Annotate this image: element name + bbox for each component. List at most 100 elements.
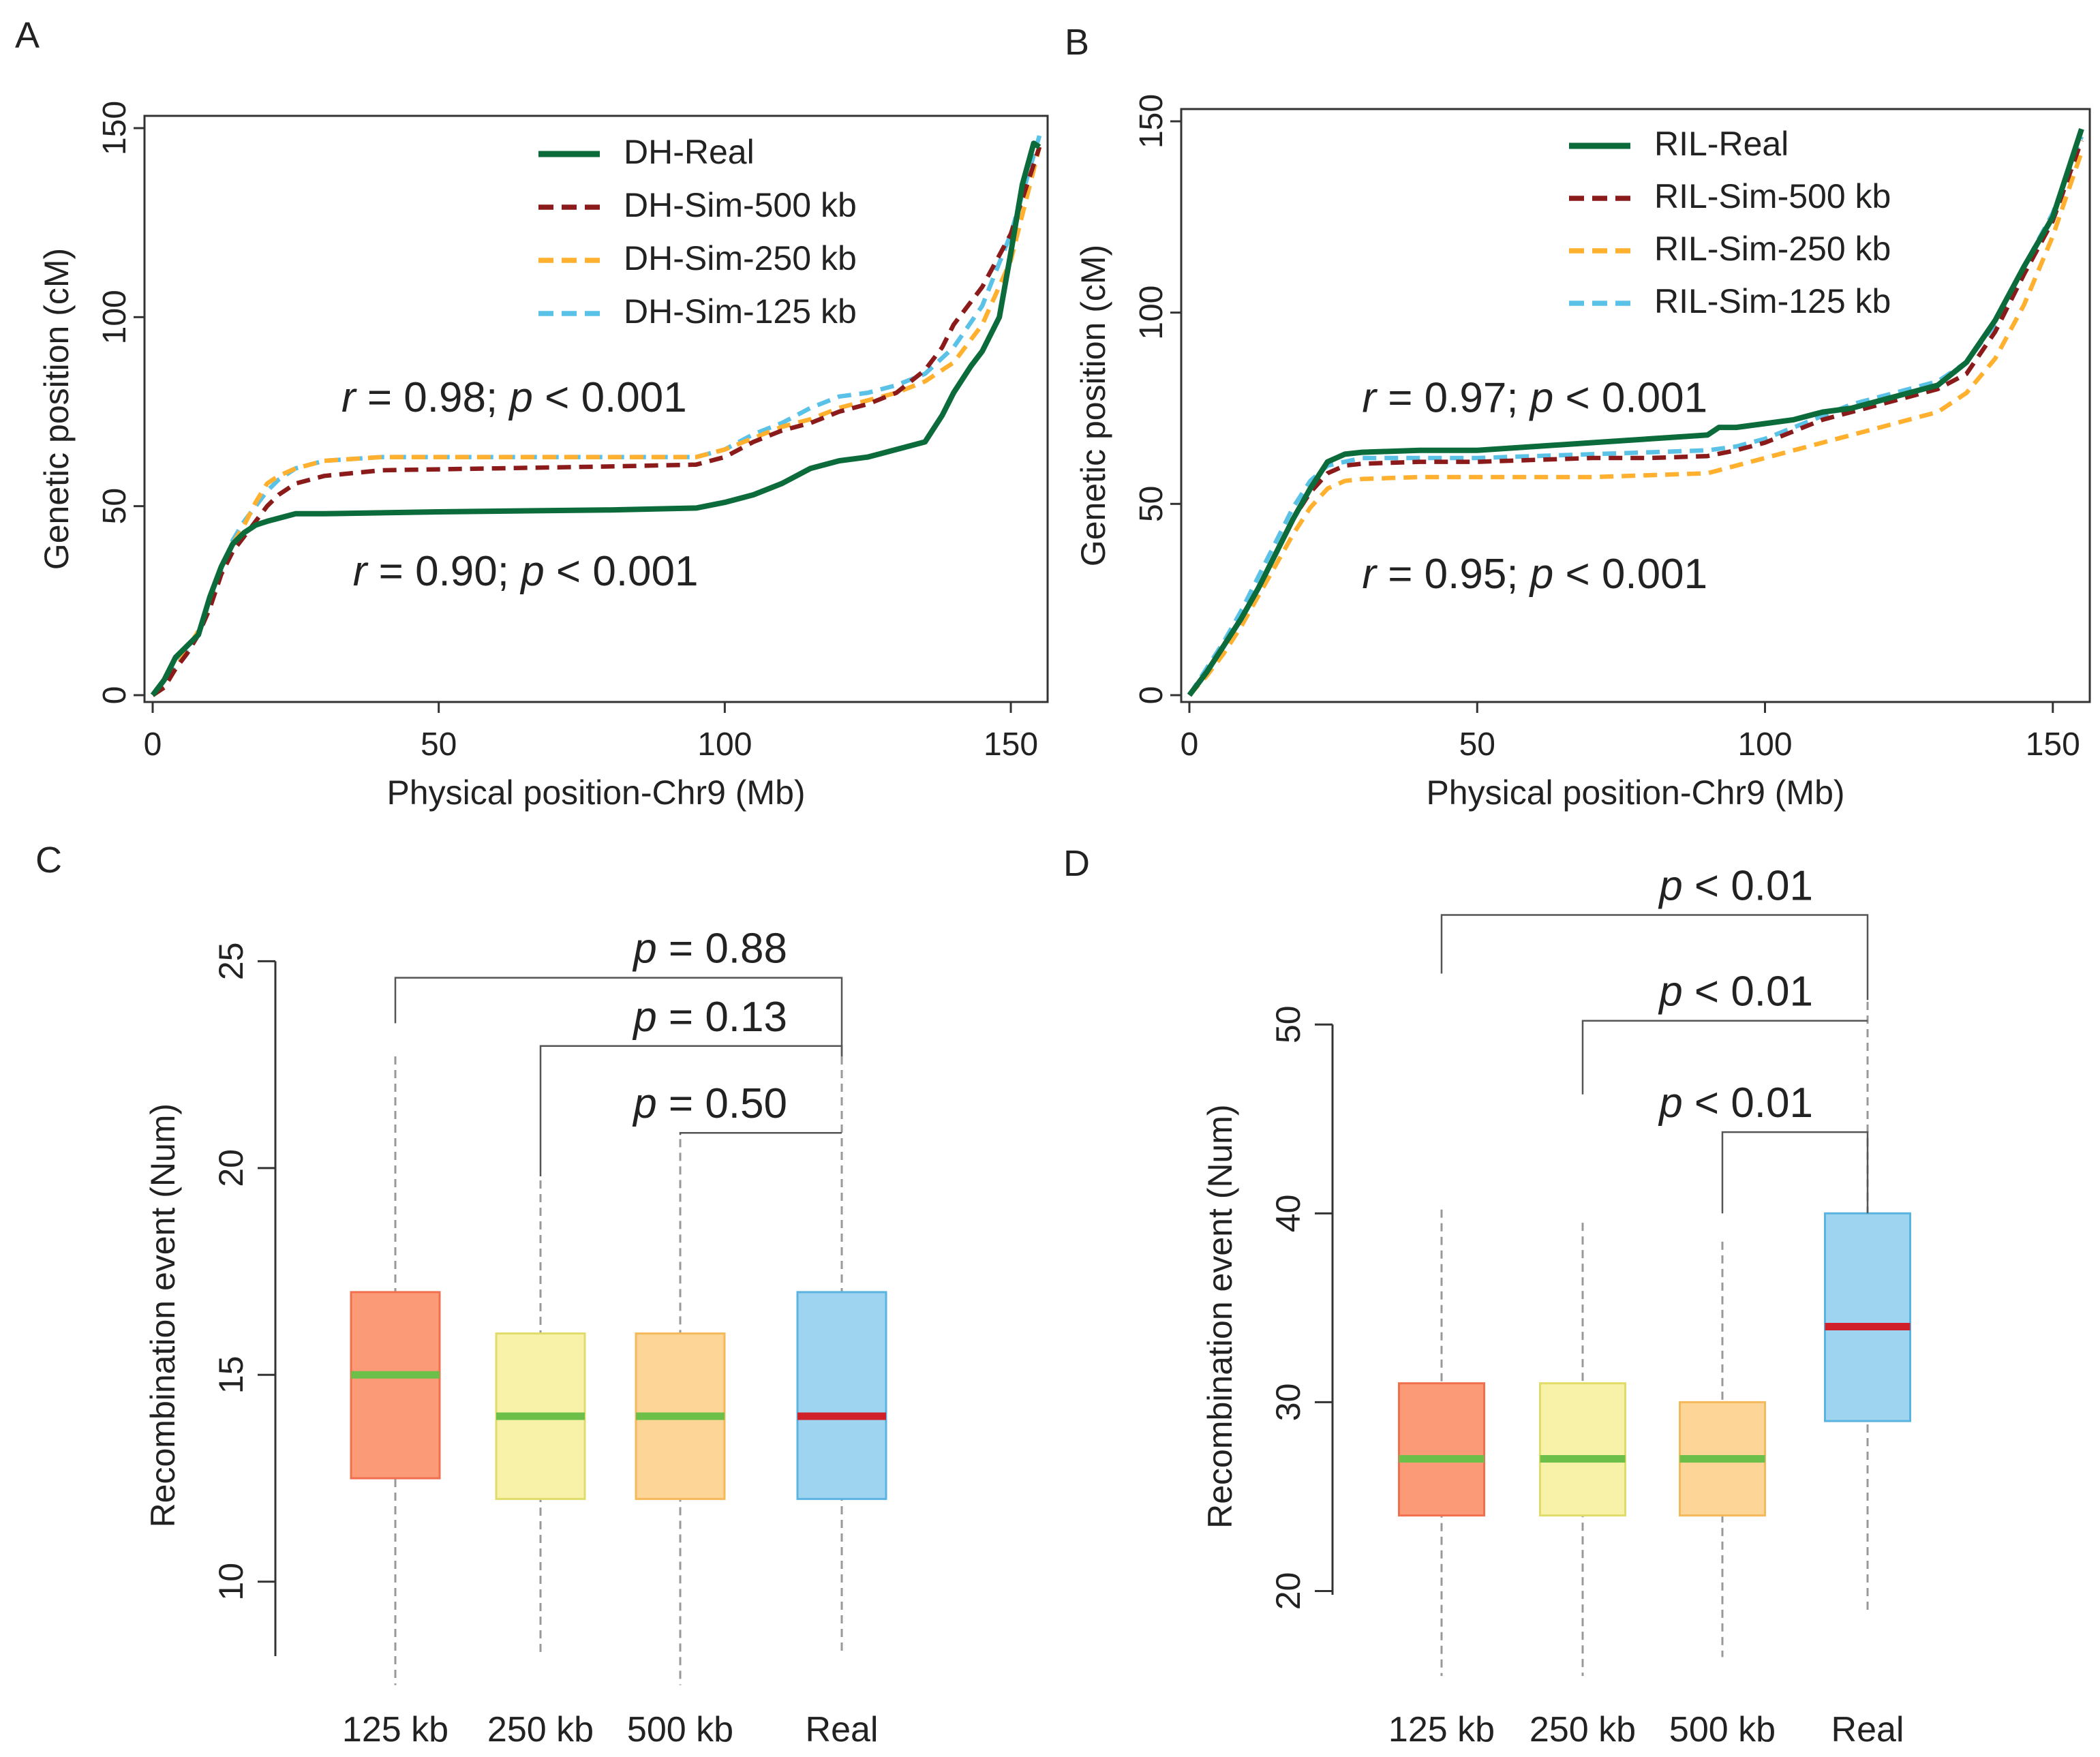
annotation-text: = 0.95;	[1376, 551, 1530, 598]
x-tick-label: 150	[2026, 727, 2080, 763]
annotation-text: < 0.001	[533, 374, 687, 421]
legend-label: RIL-Sim-500 kb	[1654, 177, 1891, 215]
panel-label-C: C	[35, 840, 62, 881]
series-line-RIL-Sim-250 kb	[1187, 151, 2084, 697]
box-250kb	[1539, 1382, 1626, 1517]
correlation-annotation: r = 0.90; p < 0.001	[353, 548, 699, 595]
series-line-DH-Sim-500 kb	[151, 146, 1042, 697]
italic-symbol: r	[1362, 375, 1378, 422]
box-125kb	[350, 1291, 441, 1480]
y-tick-label: 25	[212, 943, 250, 981]
comparison-bracket	[1440, 914, 1869, 1000]
category-label: 500 kb	[627, 1710, 733, 1750]
y-tick-label: 0	[1133, 686, 1170, 705]
annotation-text: = 0.98;	[356, 374, 510, 421]
panel-B: B 0 50 100 150 0 50 100 150 Physical position-Chr…	[1065, 22, 2091, 812]
italic-symbol: r	[1362, 551, 1378, 598]
legend-label: RIL-Sim-250 kb	[1654, 230, 1891, 268]
legend-label: DH-Real	[624, 133, 755, 171]
y-tick-label: 50	[1269, 1005, 1307, 1043]
comparison-bracket	[1581, 1020, 1868, 1095]
annotation-text: = 0.88	[657, 926, 787, 973]
y-axis-label: Recombination event (Num)	[1201, 1104, 1239, 1528]
y-axis-label: Recombination event (Num)	[144, 1103, 182, 1527]
y-tick-label: 50	[1133, 486, 1170, 522]
italic-symbol: p	[1658, 968, 1682, 1015]
y-axis-label: Genetic position (cM)	[37, 248, 76, 570]
x-tick-label: 150	[984, 727, 1038, 763]
y-tick-label: 20	[212, 1149, 250, 1187]
italic-symbol: p	[632, 926, 656, 973]
correlation-annotation: r = 0.97; p < 0.001	[1362, 375, 1707, 422]
p-value-label: p < 0.01	[1658, 968, 1813, 1015]
x-tick-label: 100	[697, 727, 752, 763]
legend-label: DH-Sim-500 kb	[624, 186, 857, 224]
y-tick-label: 100	[1133, 286, 1170, 340]
y-tick-label: 30	[1269, 1384, 1307, 1422]
panel-label-A: A	[15, 15, 40, 56]
italic-symbol: p	[632, 1080, 656, 1127]
x-tick-label: 50	[1459, 727, 1495, 763]
y-axis-label: Genetic position (cM)	[1074, 245, 1112, 566]
category-label: 125 kb	[1388, 1710, 1495, 1750]
italic-symbol: p	[632, 994, 656, 1041]
box-Real	[1824, 1212, 1911, 1422]
italic-symbol: p	[1658, 1080, 1682, 1127]
panel-A: A 0 50 100 150 0 50 100 150 Physical position-Chr…	[15, 15, 1049, 812]
italic-symbol: p	[1529, 375, 1553, 422]
y-tick-label: 10	[212, 1563, 250, 1601]
annotation-text: < 0.001	[1553, 551, 1707, 598]
y-tick-label: 150	[97, 101, 133, 155]
italic-symbol: p	[1658, 863, 1682, 910]
p-value-label: p = 0.50	[632, 1080, 787, 1127]
category-label: 250 kb	[487, 1710, 594, 1750]
annotation-text: = 0.50	[657, 1080, 787, 1127]
annotation-text: < 0.01	[1683, 863, 1813, 910]
annotation-text: = 0.90;	[367, 548, 521, 595]
annotation-text: = 0.97;	[1376, 375, 1530, 422]
panel-D: D 20 30 40 50 Recombination event (Num) 125 kb…	[1063, 843, 1911, 1750]
x-tick-label: 50	[421, 727, 457, 763]
italic-symbol: p	[519, 548, 544, 595]
y-tick-label: 100	[97, 290, 133, 344]
p-value-label: p < 0.01	[1658, 863, 1813, 910]
legend-label: DH-Sim-125 kb	[624, 292, 857, 331]
panel-C: C 10 15 20 25 Recombination event (Num) 125 kb…	[35, 840, 887, 1750]
x-tick-label: 0	[1181, 727, 1199, 763]
comparison-bracket	[679, 1131, 842, 1135]
plot-frame	[1180, 108, 2091, 703]
y-tick-label: 50	[97, 488, 133, 524]
y-tick-label: 15	[212, 1356, 250, 1394]
x-tick-label: 0	[144, 727, 162, 763]
legend-label: DH-Sim-250 kb	[624, 239, 857, 277]
plot-frame	[143, 114, 1049, 703]
legend-label: RIL-Sim-125 kb	[1654, 282, 1891, 320]
annotation-text: < 0.001	[1553, 375, 1707, 422]
annotation-text: < 0.01	[1683, 1080, 1813, 1127]
correlation-annotation: r = 0.98; p < 0.001	[341, 374, 687, 421]
panel-label-B: B	[1065, 22, 1089, 63]
comparison-bracket	[1721, 1131, 1869, 1214]
category-label: Real	[806, 1710, 879, 1750]
comparison-bracket	[394, 977, 843, 1056]
comparison-bracket	[539, 1045, 843, 1176]
category-label: Real	[1831, 1710, 1904, 1750]
y-tick-label: 0	[97, 686, 133, 705]
p-value-label: p = 0.88	[632, 926, 787, 973]
category-label: 250 kb	[1530, 1710, 1636, 1750]
italic-symbol: p	[508, 374, 532, 421]
y-tick-label: 40	[1269, 1195, 1307, 1233]
italic-symbol: p	[1529, 551, 1553, 598]
box-Real	[796, 1291, 887, 1500]
series-line-DH-Real	[150, 140, 1041, 697]
correlation-annotation: r = 0.95; p < 0.001	[1362, 551, 1707, 598]
italic-symbol: r	[353, 548, 369, 595]
series-line-RIL-Real	[1187, 127, 2084, 697]
x-tick-label: 100	[1737, 727, 1792, 763]
annotation-text: < 0.001	[545, 548, 699, 595]
panel-label-D: D	[1063, 843, 1090, 884]
italic-symbol: r	[341, 374, 357, 421]
box-125kb	[1398, 1382, 1485, 1517]
category-label: 125 kb	[342, 1710, 448, 1750]
